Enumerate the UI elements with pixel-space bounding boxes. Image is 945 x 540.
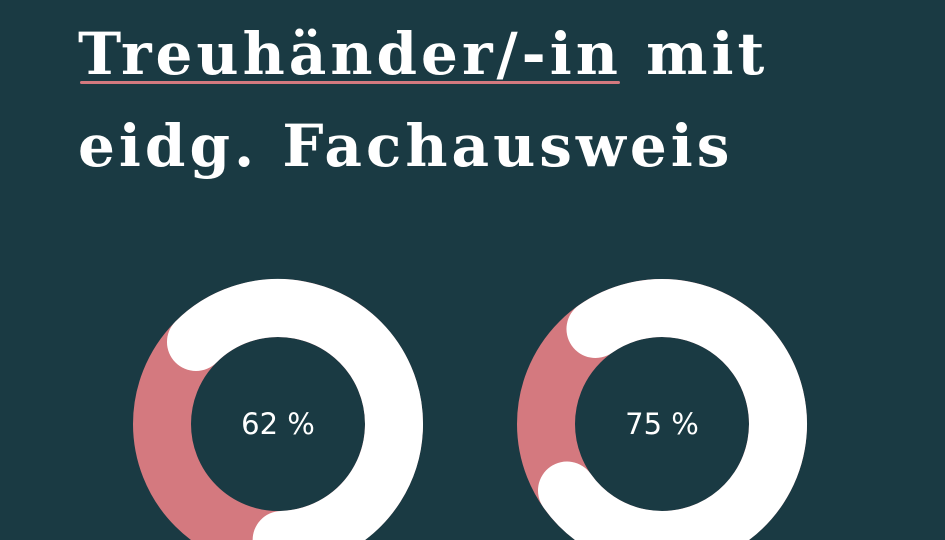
donut-2-value-arc [537,279,807,540]
donut-chart-2: 75 % [517,279,807,540]
donut-chart-1: 62 % [133,279,423,540]
title-underline [80,81,620,84]
title-line-2: eidg. Fachausweis [78,112,734,180]
donut-1-value-arc [166,279,423,540]
donut-2-label: 75 % [625,407,699,441]
donut-1-label: 62 % [241,407,315,441]
title-line-1: Treuhänder/-in mit [78,20,769,88]
page-title: Treuhänder/-in mit eidg. Fachausweis [78,8,768,192]
